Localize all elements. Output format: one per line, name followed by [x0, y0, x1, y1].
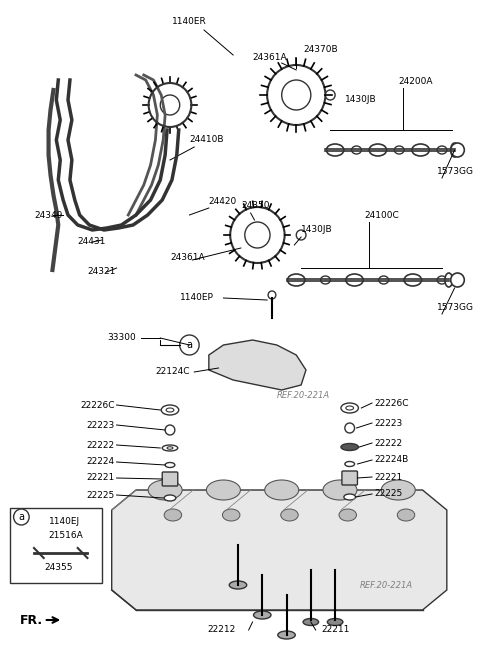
- Ellipse shape: [327, 618, 343, 626]
- Text: a: a: [18, 512, 24, 522]
- Text: 22223: 22223: [374, 419, 402, 428]
- Text: 1430JB: 1430JB: [301, 225, 333, 234]
- FancyBboxPatch shape: [10, 508, 102, 583]
- Text: 24370B: 24370B: [303, 45, 338, 55]
- Polygon shape: [209, 340, 306, 390]
- Text: 24361A: 24361A: [253, 53, 288, 62]
- Text: 1573GG: 1573GG: [437, 304, 474, 313]
- Text: 22224B: 22224B: [374, 456, 408, 465]
- Circle shape: [451, 143, 464, 157]
- Text: 24350: 24350: [241, 201, 269, 210]
- Ellipse shape: [162, 445, 178, 451]
- Text: 22225: 22225: [86, 491, 115, 500]
- Ellipse shape: [345, 461, 355, 467]
- Text: a: a: [186, 340, 192, 350]
- FancyBboxPatch shape: [342, 471, 358, 485]
- Ellipse shape: [148, 480, 182, 500]
- Ellipse shape: [264, 480, 299, 500]
- Text: 22222: 22222: [86, 441, 115, 450]
- Text: 24410B: 24410B: [190, 136, 224, 145]
- Ellipse shape: [278, 631, 295, 639]
- Text: 24420: 24420: [209, 197, 237, 206]
- Text: 1140EJ: 1140EJ: [48, 517, 80, 526]
- Ellipse shape: [341, 403, 359, 413]
- Ellipse shape: [344, 494, 356, 500]
- Text: 22224: 22224: [86, 458, 115, 467]
- Text: 22226C: 22226C: [80, 400, 115, 410]
- Text: 33300: 33300: [107, 334, 136, 343]
- Ellipse shape: [451, 143, 458, 157]
- Text: 24321: 24321: [87, 267, 116, 276]
- Ellipse shape: [281, 509, 298, 521]
- Ellipse shape: [253, 611, 271, 619]
- Ellipse shape: [165, 463, 175, 467]
- Text: REF.20-221A: REF.20-221A: [360, 581, 412, 590]
- Ellipse shape: [339, 509, 357, 521]
- Text: 22225: 22225: [374, 489, 402, 498]
- Ellipse shape: [381, 480, 415, 500]
- Text: 24100C: 24100C: [364, 210, 399, 219]
- Text: 1140EP: 1140EP: [180, 293, 214, 302]
- Circle shape: [296, 230, 306, 240]
- Ellipse shape: [222, 509, 240, 521]
- Text: 22223: 22223: [86, 421, 115, 430]
- Circle shape: [180, 335, 199, 355]
- Circle shape: [451, 273, 464, 287]
- Ellipse shape: [206, 480, 240, 500]
- Text: 24361A: 24361A: [170, 254, 204, 262]
- Text: 1573GG: 1573GG: [437, 167, 474, 177]
- Text: 24349: 24349: [34, 210, 62, 219]
- Text: 24431: 24431: [78, 238, 106, 247]
- Text: 24200A: 24200A: [398, 77, 433, 86]
- Text: 22211: 22211: [321, 626, 349, 635]
- Text: 22226C: 22226C: [374, 398, 408, 408]
- Ellipse shape: [397, 509, 415, 521]
- Ellipse shape: [341, 443, 359, 450]
- Ellipse shape: [164, 509, 181, 521]
- Text: 1430JB: 1430JB: [345, 95, 376, 104]
- Text: 24355: 24355: [44, 563, 72, 572]
- Text: REF.20-221A: REF.20-221A: [277, 391, 330, 400]
- Polygon shape: [112, 490, 447, 610]
- Ellipse shape: [161, 405, 179, 415]
- Circle shape: [13, 509, 29, 525]
- Text: 1140ER: 1140ER: [172, 18, 207, 27]
- Circle shape: [325, 90, 335, 100]
- Text: 22221: 22221: [374, 472, 402, 482]
- Text: FR.: FR.: [19, 613, 43, 626]
- Text: 21516A: 21516A: [48, 530, 84, 539]
- Text: 22222: 22222: [374, 439, 402, 448]
- Text: 22124C: 22124C: [155, 367, 190, 376]
- Ellipse shape: [229, 581, 247, 589]
- FancyBboxPatch shape: [162, 472, 178, 486]
- Ellipse shape: [303, 618, 319, 626]
- Circle shape: [268, 291, 276, 299]
- Text: 22212: 22212: [207, 626, 236, 635]
- Ellipse shape: [445, 273, 453, 287]
- Ellipse shape: [164, 495, 176, 501]
- Ellipse shape: [323, 480, 357, 500]
- Text: 22221: 22221: [86, 474, 115, 482]
